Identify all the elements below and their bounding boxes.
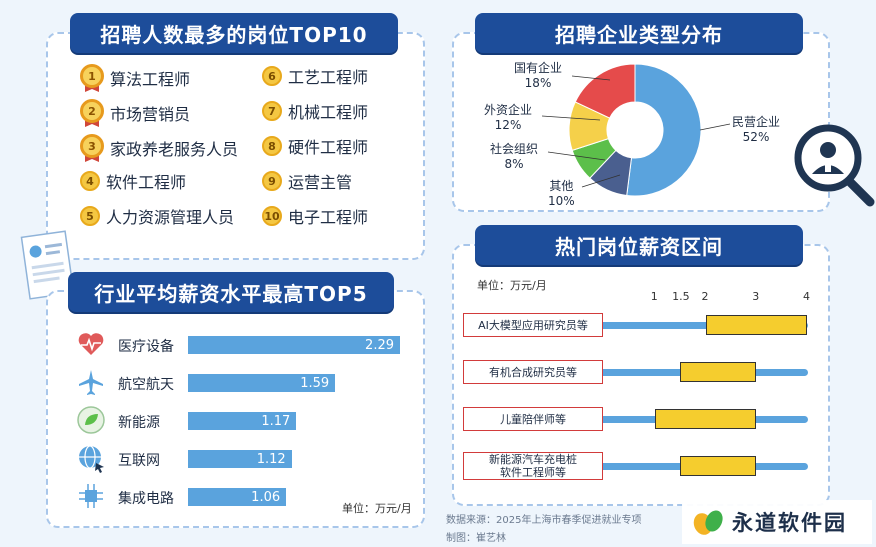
top10-item: 4 软件工程师 xyxy=(80,169,186,193)
top10-name: 人力资源管理人员 xyxy=(106,208,235,227)
pie-slice-name: 民营企业 xyxy=(732,115,781,129)
salary-category-label: 航空航天 xyxy=(118,377,174,393)
top10-rank: 5 xyxy=(80,206,100,226)
salary-bar: 1.59 xyxy=(188,374,336,392)
range-job-label: 有机合成研究员等 xyxy=(463,360,603,384)
top10-name: 电子工程师 xyxy=(288,208,369,227)
chip-icon xyxy=(79,484,103,508)
salary-category-label: 医疗设备 xyxy=(118,339,174,355)
medal-icon: 1 xyxy=(80,64,104,92)
range-job-label: 儿童陪伴师等 xyxy=(463,407,603,431)
enterprise-pie-chart xyxy=(568,63,702,197)
top10-item: 3 家政养老服务人员 xyxy=(80,134,238,162)
top10-item: 10 电子工程师 xyxy=(262,204,368,228)
top10-rank: 10 xyxy=(262,206,282,226)
pie-slice-name: 其他 xyxy=(549,179,574,193)
resume-icon xyxy=(20,230,75,300)
watermark: 永道软件园 xyxy=(682,500,872,544)
pie-slice-percent: 8% xyxy=(504,157,524,171)
range-tick-label: 1 xyxy=(650,290,658,303)
salary-title: 行业平均薪资水平最高TOP5 xyxy=(68,272,394,312)
pie-slice-name: 社会组织 xyxy=(490,142,539,156)
salary-bar: 1.12 xyxy=(188,450,292,468)
salary-value-label: 1.12 xyxy=(256,451,286,467)
range-fill xyxy=(654,409,757,429)
hot-jobs-unit: 单位：万元/月 xyxy=(477,279,547,292)
heart-pulse-icon xyxy=(78,333,104,355)
top10-name: 家政养老服务人员 xyxy=(110,140,239,159)
top10-item: 9 运营主管 xyxy=(262,169,352,193)
magnifier-icon xyxy=(794,124,875,207)
pie-slice xyxy=(626,63,702,197)
pie-slice-label: 社会组织 8% xyxy=(490,142,538,172)
range-tick-label: 1.5 xyxy=(672,290,690,303)
top10-name: 机械工程师 xyxy=(288,103,369,122)
top10-rank: 3 xyxy=(80,134,104,158)
top10-item: 7 机械工程师 xyxy=(262,99,368,123)
pie-slice-label: 外资企业 12% xyxy=(484,103,532,133)
range-fill xyxy=(705,315,807,335)
salary-bar: 1.17 xyxy=(188,412,297,430)
pie-slice-label: 国有企业 18% xyxy=(514,61,562,91)
pie-slice-name: 国有企业 xyxy=(514,61,563,75)
range-track xyxy=(596,322,808,329)
salary-bar: 2.29 xyxy=(188,336,400,354)
pie-slice-percent: 52% xyxy=(742,130,770,144)
pie-slice-percent: 12% xyxy=(494,118,522,132)
top10-item: 1 算法工程师 xyxy=(80,64,190,92)
top10-item: 6 工艺工程师 xyxy=(262,64,368,88)
range-tick-label: 4 xyxy=(803,290,810,303)
top10-panel xyxy=(46,32,425,260)
range-tick-label: 2 xyxy=(701,290,709,303)
salary-unit: 单位：万元/月 xyxy=(342,502,412,515)
enterprise-title: 招聘企业类型分布 xyxy=(475,13,803,53)
top10-item: 8 硬件工程师 xyxy=(262,134,368,158)
top10-rank: 1 xyxy=(80,64,104,88)
salary-category-label: 互联网 xyxy=(118,453,160,469)
top10-rank: 9 xyxy=(262,171,282,191)
range-fill xyxy=(680,456,757,476)
salary-value-label: 1.59 xyxy=(300,375,330,391)
pie-slice-percent: 18% xyxy=(524,76,552,90)
salary-category-label: 集成电路 xyxy=(118,491,174,507)
pie-slice-name: 外资企业 xyxy=(484,103,533,117)
top10-name: 市场营销员 xyxy=(110,105,191,124)
top10-name: 运营主管 xyxy=(288,173,353,192)
top10-name: 硬件工程师 xyxy=(288,138,369,157)
medal-icon: 2 xyxy=(80,99,104,127)
range-fill xyxy=(680,362,757,382)
salary-value-label: 1.06 xyxy=(251,489,281,505)
range-job-label: AI大模型应用研究员等 xyxy=(463,313,603,337)
top10-rank: 7 xyxy=(262,101,282,121)
top10-title: 招聘人数最多的岗位TOP10 xyxy=(70,13,398,53)
top10-name: 工艺工程师 xyxy=(288,68,369,87)
medal-icon: 3 xyxy=(80,134,104,162)
watermark-text: 永道软件园 xyxy=(732,511,847,535)
airplane-icon xyxy=(79,370,103,395)
top10-item: 5 人力资源管理人员 xyxy=(80,204,234,228)
footer-author: 制图：崔艺林 xyxy=(446,533,506,544)
salary-value-label: 1.17 xyxy=(261,413,291,429)
top10-rank: 8 xyxy=(262,136,282,156)
range-tick-label: 3 xyxy=(752,290,760,303)
top10-item: 2 市场营销员 xyxy=(80,99,190,127)
watermark-logo-icon xyxy=(693,510,723,535)
globe-icon xyxy=(79,445,104,473)
salary-category-label: 新能源 xyxy=(118,415,160,431)
footer-source: 数据来源：2025年上海市春季促进就业专项 xyxy=(446,515,642,526)
top10-rank: 4 xyxy=(80,171,100,191)
pie-slice-label: 民营企业 52% xyxy=(732,115,780,145)
range-job-label: 新能源汽车充电桩 软件工程师等 xyxy=(463,452,603,480)
pie-slice-percent: 10% xyxy=(548,194,575,208)
top10-name: 软件工程师 xyxy=(106,173,187,192)
salary-value-label: 2.29 xyxy=(365,337,394,353)
pie-slice-label: 其他 10% xyxy=(548,179,575,209)
salary-bar: 1.06 xyxy=(188,488,287,506)
top10-name: 算法工程师 xyxy=(110,70,191,89)
hot-jobs-title: 热门岗位薪资区间 xyxy=(475,225,803,265)
pie-slice xyxy=(574,63,636,119)
top10-rank: 2 xyxy=(80,99,104,123)
top10-rank: 6 xyxy=(262,66,282,86)
leaf-icon xyxy=(77,406,105,434)
